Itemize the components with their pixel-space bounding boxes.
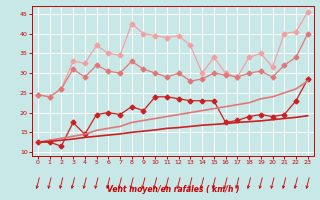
Text: Vent moyen/en rafales ( km/h ): Vent moyen/en rafales ( km/h ) [107,186,239,194]
